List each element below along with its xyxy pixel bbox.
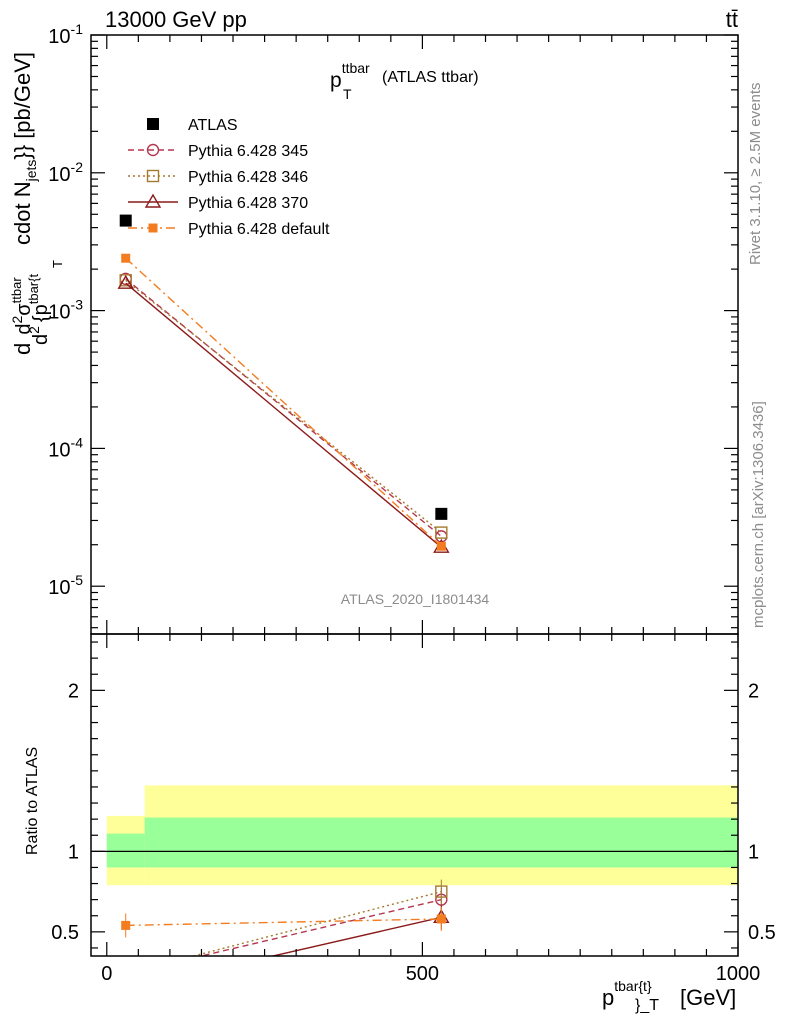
ratio-point-series-1-1 [435,885,448,898]
main-point-series-2-0 [119,274,132,287]
legend-marker-4 [148,223,158,233]
main-line-series-1 [125,278,442,537]
main-point-series-3-0 [117,274,134,289]
legend-marker-2 [146,169,160,183]
main-point-series-0-1 [435,507,448,520]
mcplots-credit-label: mcplots.cern.ch [arXiv:1306.3436] [750,401,767,628]
ratio-line-series-3 [125,918,442,927]
main-series-group [117,214,450,553]
svg-text:T: T [50,260,65,268]
svg-text:pttbar: pttbar [330,60,370,92]
ratio-ytick-label-left-1: 1 [68,841,79,863]
ratio-xtick-label-0: 0 [101,963,112,985]
main-ylabel: d d2σttbar d2{ptbar{t T cdot Njets}} [pb… [9,52,65,355]
ratio-ytick-label-right-0: 0.5 [748,922,776,944]
main-ytick-label-2: 10-3 [48,297,83,324]
legend: ATLAS Pythia 6.428 345 Pythia 6.428 346 Pyt… [128,117,330,238]
svg-text:ptbar{t}: ptbar{t} [602,978,652,1010]
svg-text:(ATLAS ttbar): (ATLAS ttbar) [382,69,479,86]
legend-label-4: Pythia 6.428 default [188,221,330,238]
ratio-point-series-3-0 [121,920,131,930]
svg-text:d2{ptbar{t: d2{ptbar{t [26,274,52,345]
main-ytick-label-4: 10-5 [48,572,83,599]
main-point-series-2-1 [435,526,448,539]
ratio-point-series-1-0 [120,968,131,979]
header-final-state: tt̄ [726,7,738,32]
ratio-series-group [119,879,450,995]
ratio-xtick-label-2: 1000 [716,963,761,985]
legend-label-2: Pythia 6.428 346 [188,169,308,186]
legend-label-1: Pythia 6.428 345 [188,143,308,160]
legend-label-0: ATLAS [188,117,238,134]
header-process: 13000 GeV pp [105,7,247,32]
ratio-plot-frame [90,633,739,957]
ratio-line-series-0 [198,898,442,956]
main-point-series-4-0 [121,253,131,263]
main-ytick-label-3: 10-4 [48,434,83,461]
axes-ticks: 10-1 10-2 10-3 10-4 10-5 0 500 1000 0.5 0.5 1 1 2 2 [48,21,776,985]
ratio-point-series-0-0 [120,968,131,979]
svg-text:T: T [343,86,352,102]
ratio-ytick-label-left-2: 2 [68,680,79,702]
ratio-ytick-label-left-0: 0.5 [51,922,79,944]
ratio-point-series-3-1 [436,914,446,924]
ratio-ytick-label-right-1: 1 [748,841,759,863]
main-line-series-4 [125,257,442,547]
main-point-series-4-1 [436,541,446,551]
svg-text:}_T: }_T [635,997,659,1014]
main-title: pttbar T (ATLAS ttbar) [330,60,479,102]
ratio-point-series-2-0 [119,983,133,995]
ratio-uncertainty-bands [106,785,738,886]
ratio-band-stat-2 [106,833,145,868]
ratio-band-stat-3 [144,817,738,868]
legend-marker-0 [147,118,159,130]
legend-marker-1 [146,143,160,157]
main-point-series-0-0 [119,214,132,227]
main-line-series-3 [125,282,442,548]
ratio-line-series-2 [269,916,442,956]
ratio-line-series-1 [191,890,442,956]
ratio-xlabel: ptbar{t} }_T [GeV] [602,978,736,1014]
analysis-watermark: ATLAS_2020_I1801434 [341,591,490,607]
rivet-version-label: Rivet 3.1.10, ≥ 2.5M events [747,83,764,266]
ratio-ylabel: Ratio to ATLAS [24,747,41,855]
legend-marker-3 [144,193,162,208]
ratio-ytick-label-right-2: 2 [748,680,759,702]
svg-text:[GeV]: [GeV] [680,985,736,1010]
ratio-xtick-label-1: 500 [406,963,439,985]
svg-text:cdot Njets}} [pb/GeV]: cdot Njets}} [pb/GeV] [10,52,39,245]
svg-text:d d2σttbar: d d2σttbar [9,277,35,355]
main-ytick-label-0: 10-1 [48,21,83,48]
main-line-series-2 [125,279,442,534]
legend-label-3: Pythia 6.428 370 [188,195,308,212]
main-ytick-label-1: 10-2 [48,159,83,186]
